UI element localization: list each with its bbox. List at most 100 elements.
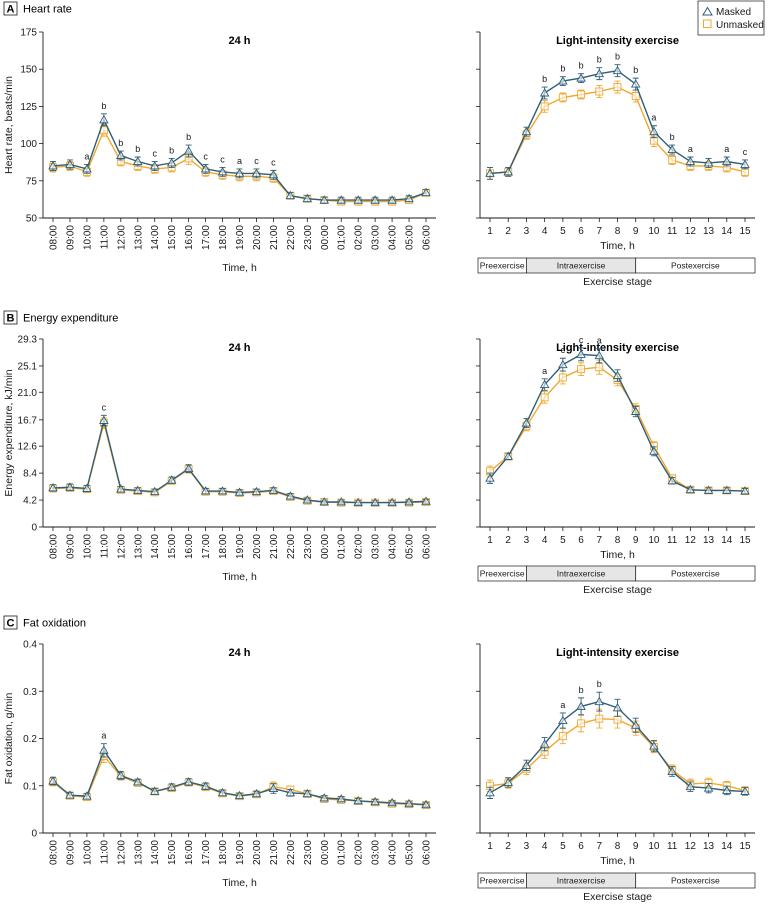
panel-c-stage-tick-label: 13 — [703, 841, 715, 852]
panel-b-y-tick-label: 29.3 — [18, 335, 38, 346]
panel-b-left-masked-point — [234, 487, 245, 496]
panel-b-stage-label-post: Postexercise — [671, 569, 720, 579]
panel-a-right-significance-label: b — [597, 55, 602, 65]
panel-b-x-tick-label: 19:00 — [235, 534, 246, 559]
panel-c-right-significance-label: a — [560, 700, 565, 710]
panel-a-right-unmasked-point — [558, 93, 567, 102]
panel-a-x-tick-label: 05:00 — [405, 225, 416, 250]
legend-masked-label: Masked — [716, 7, 751, 18]
panel-a-right-unmasked-point — [577, 90, 586, 99]
panel-c-right-masked-point — [485, 787, 495, 797]
panel-a-y-axis-title: Heart rate, beats/min — [3, 76, 15, 174]
panel-a-stage-tick-label: 15 — [739, 226, 751, 237]
panel-c-x-tick-label: 15:00 — [167, 840, 178, 865]
panel-b-x-tick-label: 23:00 — [303, 534, 314, 559]
panel-a-left-masked-point — [149, 161, 160, 170]
panel-a-x-tick-label: 20:00 — [252, 225, 263, 250]
panel-b-x-tick-label: 05:00 — [405, 534, 416, 559]
panel-a-left-significance-label: a — [237, 156, 242, 166]
panel-a-right-significance-label: b — [615, 52, 620, 62]
panel-c-x-tick-label: 04:00 — [388, 840, 399, 865]
panel-a-letter: A — [7, 4, 15, 16]
panel-a-stage-tick-label: 2 — [505, 226, 511, 237]
panel-a-left-masked-point — [183, 146, 194, 155]
panel-a-left-masked-point — [132, 156, 143, 165]
panel-b-left-subtitle: 24 h — [228, 342, 250, 354]
panel-a-left-significance-label: c — [271, 157, 276, 167]
panel-a-y-tick-label: 150 — [20, 65, 37, 76]
panel-b-left-masked-point — [116, 484, 126, 493]
panel-c-left-masked-point — [370, 796, 380, 806]
panel-a-x-tick-label: 12:00 — [116, 225, 127, 250]
panel-a-x-axis-title: Time, h — [222, 262, 257, 274]
panel-b-left-plot: 0 4.2 8.4 12.6 16.7 21.0 25.1 29.3 08:00 09:00 10:… — [3, 335, 436, 583]
panel-b-right-unmasked-point — [577, 365, 586, 374]
panel-b-left-masked-point — [387, 497, 397, 507]
panel-a-left-masked-point — [404, 193, 414, 203]
panel-a-x-tick-label: 03:00 — [371, 225, 382, 250]
panel-c-x-tick-label: 12:00 — [116, 840, 127, 865]
panel-b-stage-tick-label: 7 — [597, 535, 603, 546]
panel-c-stage-tick-label: 11 — [667, 841, 678, 852]
panel-a-right-unmasked-point — [595, 87, 604, 96]
panel-b-left-masked-point — [132, 485, 143, 494]
panel-b-right-masked-point — [649, 446, 659, 455]
panel-a-left-masked-point — [319, 195, 330, 204]
panel-c-left-significance-label: a — [101, 731, 106, 741]
legend-item-masked: Masked — [702, 6, 751, 18]
panel-b-x-tick-label: 15:00 — [167, 534, 178, 559]
panel-b-left-masked-point — [404, 497, 414, 506]
panel-a-left-masked-point — [353, 195, 363, 204]
panel-b-left-masked-point — [217, 486, 228, 495]
panel-a-right-unmasked-point — [668, 156, 677, 164]
panel-b-right-subtitle: Light-intensity exercise — [556, 342, 679, 354]
panel-b-left-masked-point — [48, 482, 58, 492]
panel-c-stage-tick-label: 3 — [524, 841, 530, 852]
panel-c-stage-label-pre: Preexercise — [480, 876, 525, 886]
panel-b-right-masked-point — [703, 485, 714, 494]
panel-b-right-masked-point — [685, 484, 696, 494]
panel-b-left-significance-label: c — [102, 402, 107, 412]
panel-b-x-tick-label: 08:00 — [49, 534, 60, 559]
panel-a-x-tick-label: 11:00 — [99, 225, 110, 250]
panel-b-right-masked-point — [539, 379, 550, 389]
panel-b-left-masked-point — [302, 495, 313, 504]
panel-c-right-masked-point — [558, 715, 568, 724]
panel-c-left-masked-point — [302, 788, 313, 798]
panel-c-x-tick-label: 20:00 — [252, 840, 263, 865]
panel-c-x-tick-label: 11:00 — [99, 840, 110, 865]
panel-b-exercise-stage-title: Exercise stage — [583, 584, 652, 596]
panel-c-right-masked-point — [612, 702, 623, 712]
panel-a-x-tick-label: 10:00 — [82, 225, 93, 250]
panel-b-right-unmasked-point — [540, 393, 549, 402]
panel-a-left-significance-label: b — [169, 145, 174, 155]
panel-b-stage-axis-title: Time, h — [600, 549, 635, 561]
panel-a-left-masked-point — [285, 190, 296, 200]
panel-a-left-masked-point — [65, 159, 75, 168]
panel-c-left-masked-point — [353, 795, 363, 805]
panel-c-stage-tick-label: 2 — [505, 841, 511, 852]
panel-c-left-masked-point — [319, 793, 330, 802]
panel-a-stage-tick-label: 1 — [487, 226, 493, 237]
panel-b-right-masked-point — [485, 473, 495, 482]
panel-b-title: Energy expenditure — [23, 313, 118, 325]
panel-c-left-subtitle: 24 h — [228, 647, 250, 659]
panel-c-x-tick-label: 22:00 — [286, 840, 297, 865]
panel-c-right-masked-point — [521, 760, 532, 769]
panel-a-letter-box — [3, 1, 18, 16]
panel-c-stage-tick-label: 9 — [633, 841, 639, 852]
panel-c-x-axis-title: Time, h — [222, 877, 257, 889]
panel-b-right-unmasked-point — [558, 373, 567, 382]
panel-a-x-tick-label: 21:00 — [269, 225, 280, 250]
panel-a-left-significance-label: b — [118, 138, 123, 148]
panel-c-stage-axis-title: Time, h — [600, 855, 635, 867]
panel-c-right-masked-point — [740, 786, 750, 795]
panel-a-x-tick-label: 09:00 — [65, 225, 76, 250]
panel-c-left-plot: 0 0.1 0.2 0.3 0.4 08:00 09:00 10:00 11:00 12:00 13… — [3, 640, 436, 889]
panel-a-left-masked-point — [268, 169, 279, 179]
panel-a-left-subtitle: 24 h — [228, 35, 250, 47]
panel-b-right-significance-label: a — [597, 336, 602, 346]
panel-b-left-masked-point — [99, 415, 109, 424]
panel-a-stage-tick-label: 12 — [685, 226, 697, 237]
